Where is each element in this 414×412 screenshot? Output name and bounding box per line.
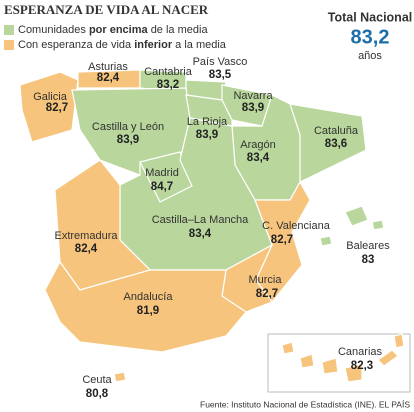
region-value: 84,7 bbox=[151, 181, 173, 193]
region-name: Aragón bbox=[240, 139, 275, 151]
inset-frame bbox=[267, 333, 411, 393]
region-value: 83,9 bbox=[196, 129, 218, 141]
region-name: Galicia bbox=[33, 91, 68, 103]
credit: EL PAÍS bbox=[379, 399, 411, 409]
region-shape bbox=[299, 353, 315, 369]
region-name: La Rioja bbox=[187, 116, 228, 128]
region-value: 82,7 bbox=[271, 234, 293, 246]
region-shape bbox=[393, 333, 405, 349]
region-name: Cataluña bbox=[314, 125, 359, 137]
region-name: Baleares bbox=[346, 240, 390, 252]
region-value: 82,4 bbox=[97, 72, 120, 84]
region-name: País Vasco bbox=[193, 56, 248, 68]
region-value: 82,7 bbox=[46, 102, 68, 114]
region-name: Extremadura bbox=[55, 230, 119, 242]
legend-swatch bbox=[4, 40, 14, 50]
region-value: 82,3 bbox=[351, 360, 373, 372]
region-name: Castilla y León bbox=[92, 121, 164, 133]
legend-label: Con esperanza de vida inferior a la medi… bbox=[18, 39, 227, 51]
title: ESPERANZA DE VIDA AL NACER bbox=[4, 2, 209, 17]
region-value: 83,4 bbox=[247, 152, 270, 164]
region-shape bbox=[44, 260, 247, 353]
region-value: 82,7 bbox=[256, 288, 278, 300]
legend-label: Comunidades por encima de la media bbox=[18, 24, 208, 36]
region-shape bbox=[371, 219, 385, 231]
region-shape bbox=[185, 94, 233, 127]
region-shape bbox=[113, 371, 127, 383]
region-shape bbox=[321, 357, 339, 375]
region-shape bbox=[344, 205, 369, 227]
region-name: Ceuta bbox=[82, 374, 112, 386]
regions bbox=[19, 69, 411, 393]
region-value: 83,4 bbox=[189, 228, 212, 240]
region-name: Navarra bbox=[233, 90, 273, 102]
region-name: Madrid bbox=[145, 167, 179, 179]
region-shape bbox=[344, 363, 363, 383]
region-shape bbox=[377, 349, 399, 367]
region-value: 83 bbox=[362, 254, 375, 266]
legend-swatch bbox=[4, 25, 14, 35]
region-value: 80,8 bbox=[86, 388, 109, 400]
region-shape bbox=[19, 71, 79, 143]
region-name: Canarias bbox=[338, 346, 383, 358]
region-name: Cantabria bbox=[144, 66, 193, 78]
total-label: Total Nacional bbox=[328, 10, 413, 24]
region-value: 83,5 bbox=[209, 69, 232, 81]
region-name: Murcia bbox=[248, 274, 282, 286]
total-value: 83,2 bbox=[351, 26, 390, 48]
region-name: Castilla–La Mancha bbox=[152, 214, 249, 226]
region-value: 83,9 bbox=[242, 102, 264, 114]
region-name: C. Valenciana bbox=[262, 220, 331, 232]
region-shape bbox=[221, 84, 273, 127]
source: Fuente: Instituto Nacional de Estadístic… bbox=[200, 399, 377, 409]
region-value: 81,9 bbox=[137, 305, 159, 317]
region-value: 83,9 bbox=[117, 134, 139, 146]
region-value: 83,6 bbox=[325, 138, 347, 150]
region-shape bbox=[281, 341, 295, 355]
region-name: Andalucía bbox=[124, 291, 174, 303]
region-value: 83,2 bbox=[157, 79, 179, 91]
region-name: Asturias bbox=[88, 61, 128, 73]
region-shape bbox=[319, 235, 333, 247]
total-unit: años bbox=[358, 50, 382, 62]
region-value: 82,4 bbox=[75, 243, 98, 255]
